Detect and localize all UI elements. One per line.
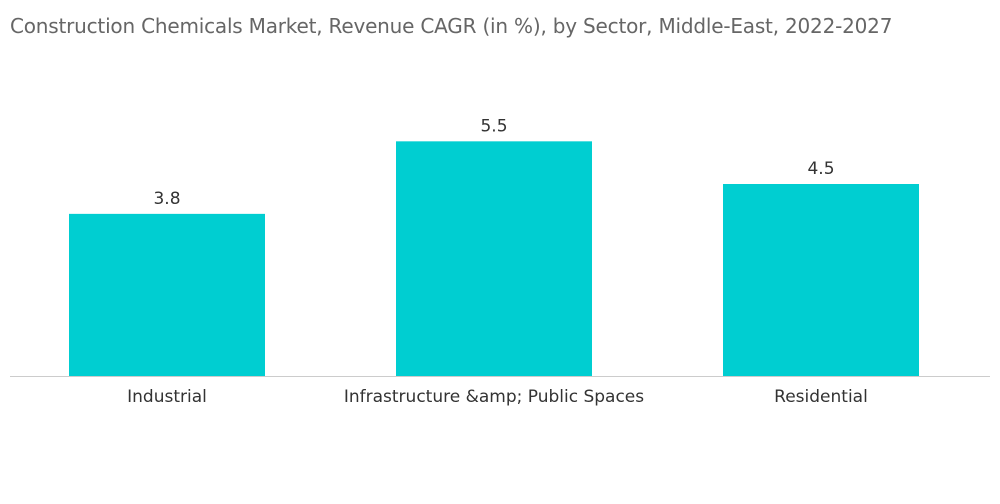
category-label: Infrastructure &amp; Public Spaces [344, 387, 644, 407]
bar-0 [69, 213, 265, 376]
bar-value-label: 3.8 [153, 189, 180, 209]
category-label: Industrial [127, 387, 207, 407]
bars-layer [69, 141, 919, 376]
bar-2 [723, 184, 919, 376]
bar-value-label: 5.5 [480, 116, 507, 136]
bar-value-label: 4.5 [807, 159, 834, 179]
category-label: Residential [774, 387, 868, 407]
chart-title: Construction Chemicals Market, Revenue C… [10, 14, 893, 38]
labels-layer: 3.8 Industrial 5.5 Infrastructure &amp; Pub… [127, 116, 868, 407]
bar-1 [396, 141, 592, 376]
